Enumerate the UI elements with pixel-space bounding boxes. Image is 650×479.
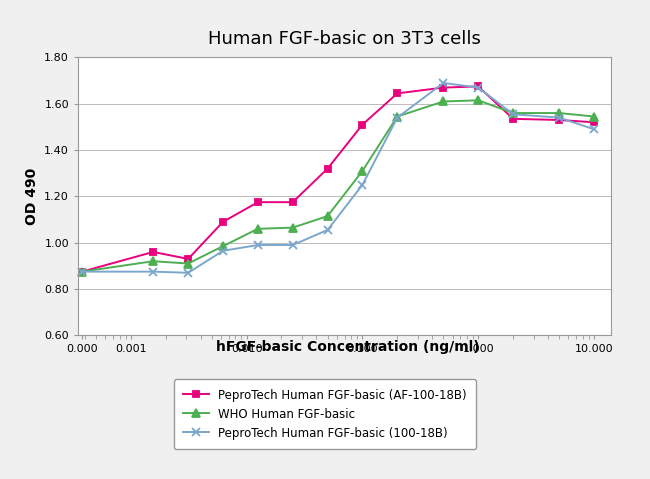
PeproTech Human FGF-basic (AF-100-18B) (474, 83, 482, 89)
PeproTech Human FGF-basic (100-18B) (219, 248, 227, 254)
PeproTech Human FGF-basic (100-18B) (359, 182, 367, 188)
Text: hFGF-basic Concentration (ng/ml): hFGF-basic Concentration (ng/ml) (216, 340, 480, 354)
PeproTech Human FGF-basic (100-18B) (393, 115, 401, 121)
PeproTech Human FGF-basic (AF-100-18B) (150, 249, 157, 255)
WHO Human FGF-basic (359, 168, 367, 174)
PeproTech Human FGF-basic (AF-100-18B) (219, 219, 227, 225)
WHO Human FGF-basic (219, 243, 227, 249)
WHO Human FGF-basic (439, 99, 447, 104)
PeproTech Human FGF-basic (AF-100-18B) (439, 85, 447, 91)
PeproTech Human FGF-basic (100-18B) (555, 115, 563, 121)
PeproTech Human FGF-basic (AF-100-18B) (185, 256, 192, 262)
PeproTech Human FGF-basic (100-18B) (150, 269, 157, 274)
Title: Human FGF-basic on 3T3 cells: Human FGF-basic on 3T3 cells (208, 30, 481, 47)
PeproTech Human FGF-basic (AF-100-18B) (324, 166, 332, 171)
PeproTech Human FGF-basic (AF-100-18B) (590, 119, 598, 125)
WHO Human FGF-basic (289, 225, 296, 230)
WHO Human FGF-basic (555, 110, 563, 116)
PeproTech Human FGF-basic (100-18B) (439, 80, 447, 86)
PeproTech Human FGF-basic (AF-100-18B) (289, 199, 296, 205)
Y-axis label: OD 490: OD 490 (25, 168, 38, 225)
PeproTech Human FGF-basic (100-18B) (254, 242, 262, 248)
PeproTech Human FGF-basic (100-18B) (324, 227, 332, 233)
WHO Human FGF-basic (393, 114, 401, 119)
PeproTech Human FGF-basic (100-18B) (289, 242, 296, 248)
PeproTech Human FGF-basic (100-18B) (509, 111, 517, 117)
WHO Human FGF-basic (254, 226, 262, 232)
Line: WHO Human FGF-basic: WHO Human FGF-basic (78, 96, 598, 276)
PeproTech Human FGF-basic (AF-100-18B) (555, 117, 563, 123)
WHO Human FGF-basic (324, 213, 332, 219)
WHO Human FGF-basic (150, 258, 157, 264)
Legend: PeproTech Human FGF-basic (AF-100-18B), WHO Human FGF-basic, PeproTech Human FGF: PeproTech Human FGF-basic (AF-100-18B), … (174, 379, 476, 449)
Line: PeproTech Human FGF-basic (100-18B): PeproTech Human FGF-basic (100-18B) (78, 79, 598, 277)
WHO Human FGF-basic (78, 269, 86, 274)
WHO Human FGF-basic (474, 97, 482, 103)
PeproTech Human FGF-basic (100-18B) (185, 270, 192, 276)
PeproTech Human FGF-basic (100-18B) (474, 85, 482, 91)
Line: PeproTech Human FGF-basic (AF-100-18B): PeproTech Human FGF-basic (AF-100-18B) (79, 83, 597, 275)
PeproTech Human FGF-basic (AF-100-18B) (254, 199, 262, 205)
PeproTech Human FGF-basic (AF-100-18B) (78, 269, 86, 274)
WHO Human FGF-basic (509, 110, 517, 116)
PeproTech Human FGF-basic (100-18B) (590, 126, 598, 132)
PeproTech Human FGF-basic (AF-100-18B) (509, 116, 517, 122)
WHO Human FGF-basic (590, 114, 598, 119)
PeproTech Human FGF-basic (AF-100-18B) (393, 91, 401, 96)
WHO Human FGF-basic (185, 261, 192, 266)
PeproTech Human FGF-basic (AF-100-18B) (359, 122, 367, 127)
PeproTech Human FGF-basic (100-18B) (78, 269, 86, 274)
